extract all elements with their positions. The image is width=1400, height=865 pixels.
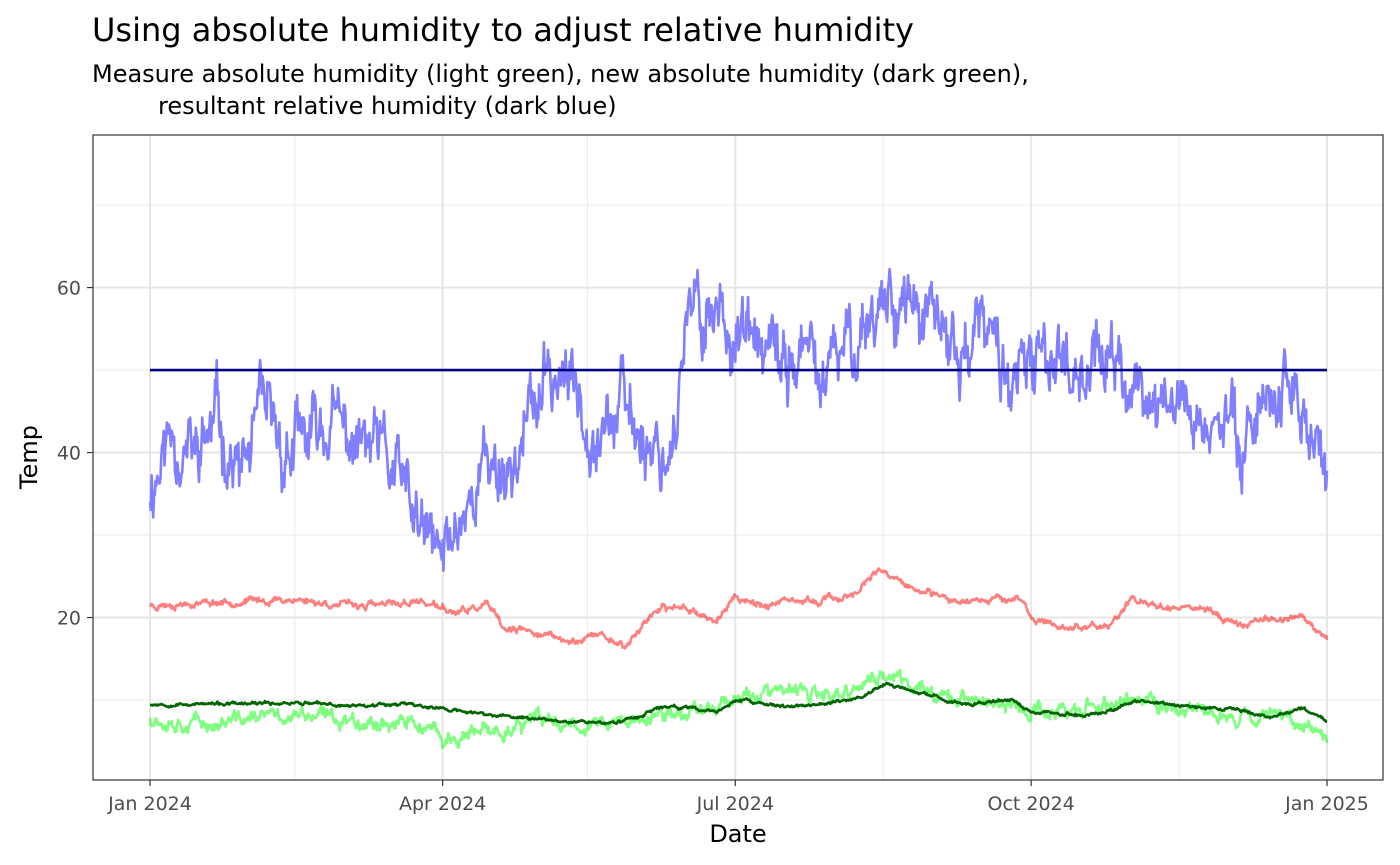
chart-subtitle-line-1: Measure absolute humidity (light green),…	[92, 60, 1029, 88]
series-layer	[148, 267, 1329, 750]
y-tick-label: 60	[57, 278, 81, 300]
x-tick-label: Oct 2024	[988, 793, 1075, 815]
chart-title: Using absolute humidity to adjust relati…	[92, 11, 914, 49]
x-tick-label: Apr 2024	[399, 793, 486, 815]
grid-major	[93, 135, 1383, 780]
y-tick-label: 40	[57, 443, 81, 465]
x-tick-label: Jan 2024	[107, 793, 192, 815]
chart-subtitle-line-2: resultant relative humidity (dark blue)	[158, 92, 617, 120]
series-line-4	[149, 681, 1328, 726]
series-line-3	[148, 668, 1329, 750]
series-line-0	[148, 267, 1329, 573]
plot-panel-border	[92, 134, 1384, 781]
y-axis-title: Temp	[15, 425, 43, 490]
x-tick-label: Jul 2024	[696, 793, 774, 815]
y-axis: 20 40 60	[57, 278, 93, 630]
x-tick-label: Jan 2025	[1284, 793, 1369, 815]
series-line-2	[149, 567, 1329, 650]
x-axis-title: Date	[709, 820, 766, 848]
y-tick-label: 20	[57, 608, 81, 630]
x-axis: Jan 2024 Apr 2024 Jul 2024 Oct 2024 Jan 2025	[107, 780, 1369, 815]
